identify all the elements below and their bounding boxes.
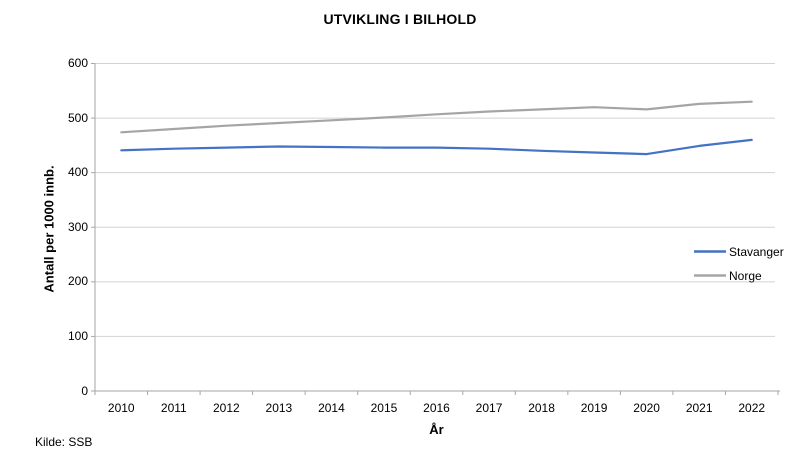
- x-tick-label-2017: 2017: [475, 401, 503, 415]
- y-tick-label-500: 500: [67, 110, 88, 125]
- source-note: Kilde: SSB: [35, 435, 93, 449]
- series-line-stavanger: [120, 138, 753, 156]
- legend-label-stavanger: Stavanger: [729, 244, 784, 259]
- norge-line-swatch: [694, 274, 726, 277]
- legend-item-norge: Norge: [694, 268, 762, 283]
- legend-label-norge: Norge: [729, 268, 762, 283]
- x-axis-title: År: [429, 422, 444, 437]
- x-tick-label-2011: 2011: [160, 401, 187, 415]
- y-tick-label-600: 600: [67, 56, 88, 70]
- x-tick-label-2013: 2013: [265, 401, 293, 415]
- x-tick-label-2018: 2018: [528, 401, 555, 415]
- x-tick-label-2014: 2014: [318, 401, 345, 415]
- stavanger-line-swatch: [694, 250, 726, 253]
- series-line-norge: [120, 100, 753, 134]
- x-tick-label-2019: 2019: [580, 401, 608, 415]
- y-tick-label-200: 200: [67, 274, 88, 289]
- legend-item-stavanger: Stavanger: [694, 244, 784, 259]
- x-tick-label-2022: 2022: [738, 401, 766, 415]
- y-tick-label-0: 0: [81, 383, 88, 398]
- x-tick-label-2012: 2012: [212, 401, 240, 415]
- x-tick-label-2016: 2016: [423, 401, 450, 415]
- x-tick-label-2010: 2010: [107, 401, 135, 415]
- chart-title: UTVIKLING I BILHOLD: [323, 11, 477, 27]
- x-tick-label-2015: 2015: [370, 401, 398, 415]
- y-tick-label-100: 100: [67, 328, 88, 343]
- y-tick-label-300: 300: [67, 219, 88, 234]
- y-tick-label-400: 400: [67, 165, 88, 180]
- x-tick-label-2021: 2021: [685, 401, 713, 415]
- x-tick-label-2020: 2020: [633, 401, 660, 415]
